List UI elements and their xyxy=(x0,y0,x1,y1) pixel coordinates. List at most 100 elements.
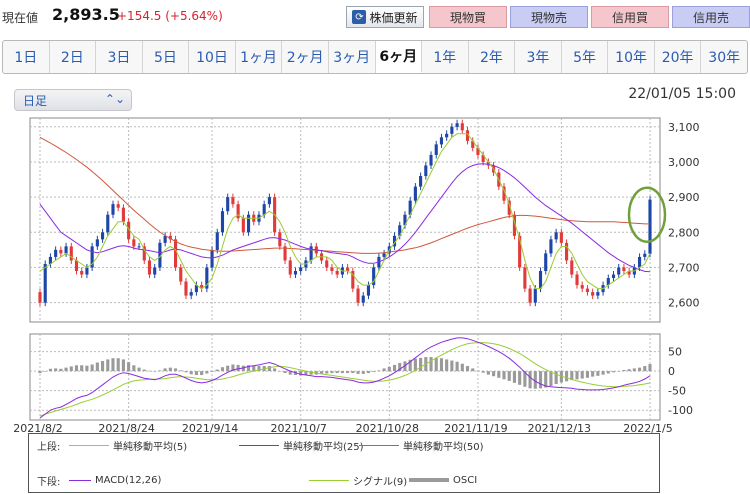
osci-bar xyxy=(168,367,172,372)
osci-bar xyxy=(387,366,391,372)
osci-bar xyxy=(127,362,131,372)
candle-body xyxy=(179,267,183,282)
legend-signal-swatch xyxy=(309,479,349,481)
osci-bar xyxy=(200,371,204,376)
candle-body xyxy=(153,267,157,275)
cash-buy-button[interactable]: 現物買 xyxy=(429,6,507,28)
tab-period-9[interactable]: 1年 xyxy=(422,41,469,73)
candle-body xyxy=(278,232,282,247)
tab-period-4[interactable]: 10日 xyxy=(189,41,236,73)
margin-sell-button[interactable]: 信用売 xyxy=(672,6,750,28)
candle-body xyxy=(591,292,595,296)
candle-body xyxy=(518,235,522,268)
candle-body xyxy=(121,207,125,222)
osci-bar xyxy=(64,367,68,372)
interval-select[interactable]: 日足 ⌃⌄ xyxy=(14,89,132,111)
osci-bar xyxy=(476,370,480,372)
macd-y-tick: 0 xyxy=(668,365,675,378)
osci-bar xyxy=(184,371,188,373)
osci-bar xyxy=(481,371,485,373)
osci-bar xyxy=(408,359,412,372)
ma25-line xyxy=(39,163,651,273)
legend-ma50-swatch xyxy=(359,444,399,446)
price-y-tick: 3,100 xyxy=(668,121,700,134)
osci-bar xyxy=(335,371,339,374)
tab-period-1[interactable]: 2日 xyxy=(50,41,97,73)
chevron-updown-icon: ⌃⌄ xyxy=(104,92,125,106)
candle-body xyxy=(450,126,454,134)
update-price-button[interactable]: ⟳ 株価更新 xyxy=(346,6,424,28)
tab-period-13[interactable]: 10年 xyxy=(608,41,655,73)
candle-body xyxy=(236,204,240,219)
osci-bar xyxy=(54,368,58,372)
candle-body xyxy=(106,214,110,233)
candle-body xyxy=(580,285,584,289)
osci-bar xyxy=(361,371,365,374)
osci-bar xyxy=(544,371,548,388)
osci-bar xyxy=(340,371,344,374)
candle-body xyxy=(173,239,178,268)
candle-body xyxy=(554,232,558,240)
cash-sell-button[interactable]: 現物売 xyxy=(510,6,588,28)
candle-body xyxy=(476,147,480,155)
candle-body xyxy=(372,267,376,286)
candle-body xyxy=(559,232,563,243)
osci-bar xyxy=(585,371,589,378)
osci-bar xyxy=(580,371,584,379)
osci-bar xyxy=(351,371,355,374)
macd-y-tick: -50 xyxy=(668,385,686,398)
legend-ma50: 単純移動平均(50) xyxy=(359,438,484,453)
osci-bar xyxy=(648,364,652,372)
osci-bar xyxy=(377,370,381,372)
osci-bar xyxy=(205,371,209,374)
candle-body xyxy=(80,271,84,275)
osci-bar xyxy=(273,368,277,372)
candle-body xyxy=(622,267,626,271)
legend-macd-swatch xyxy=(69,479,91,481)
candle-body xyxy=(356,288,360,303)
candle-body xyxy=(168,235,172,240)
tab-period-8[interactable]: 6ヶ月 xyxy=(375,41,423,73)
candle-body xyxy=(215,232,219,250)
osci-bar xyxy=(309,371,313,375)
candle-body xyxy=(210,249,214,268)
candle-body xyxy=(471,140,475,148)
tab-period-14[interactable]: 20年 xyxy=(655,41,702,73)
osci-bar xyxy=(142,369,146,372)
osci-bar xyxy=(643,366,647,372)
refresh-icon: ⟳ xyxy=(352,10,367,24)
candle-body xyxy=(163,235,167,243)
tab-period-6[interactable]: 2ヶ月 xyxy=(282,41,329,73)
osci-bar xyxy=(173,368,178,372)
candle-body xyxy=(611,274,616,279)
tab-period-3[interactable]: 5日 xyxy=(143,41,190,73)
osci-bar xyxy=(80,365,84,372)
candle-body xyxy=(627,271,631,275)
osci-bar xyxy=(559,371,563,383)
osci-bar xyxy=(163,368,167,372)
osci-bar xyxy=(116,358,120,372)
tab-period-5[interactable]: 1ヶ月 xyxy=(236,41,283,73)
candle-body xyxy=(403,214,407,226)
legend-ma5-swatch xyxy=(69,444,109,446)
x-tick-label: 2021/10/28 xyxy=(356,422,419,435)
tab-period-12[interactable]: 5年 xyxy=(562,41,609,73)
candle-body xyxy=(43,263,47,303)
tab-period-7[interactable]: 3ヶ月 xyxy=(329,41,376,73)
tab-period-0[interactable]: 1日 xyxy=(3,41,50,73)
osci-bar xyxy=(231,364,235,372)
tab-period-11[interactable]: 3年 xyxy=(515,41,562,73)
osci-bar xyxy=(246,365,251,372)
candle-body xyxy=(48,256,52,264)
x-tick-label: 2022/1/5 xyxy=(623,422,672,435)
osci-bar xyxy=(455,361,459,372)
x-tick-label: 2021/12/13 xyxy=(528,422,591,435)
tab-period-15[interactable]: 30年 xyxy=(708,50,741,66)
osci-bar xyxy=(111,358,115,372)
tab-period-10[interactable]: 2年 xyxy=(469,41,516,73)
tab-period-2[interactable]: 3日 xyxy=(96,41,143,73)
signal-line xyxy=(39,342,651,417)
margin-buy-button[interactable]: 信用買 xyxy=(591,6,669,28)
osci-bar xyxy=(85,365,89,372)
price-y-tick: 3,000 xyxy=(668,156,700,169)
